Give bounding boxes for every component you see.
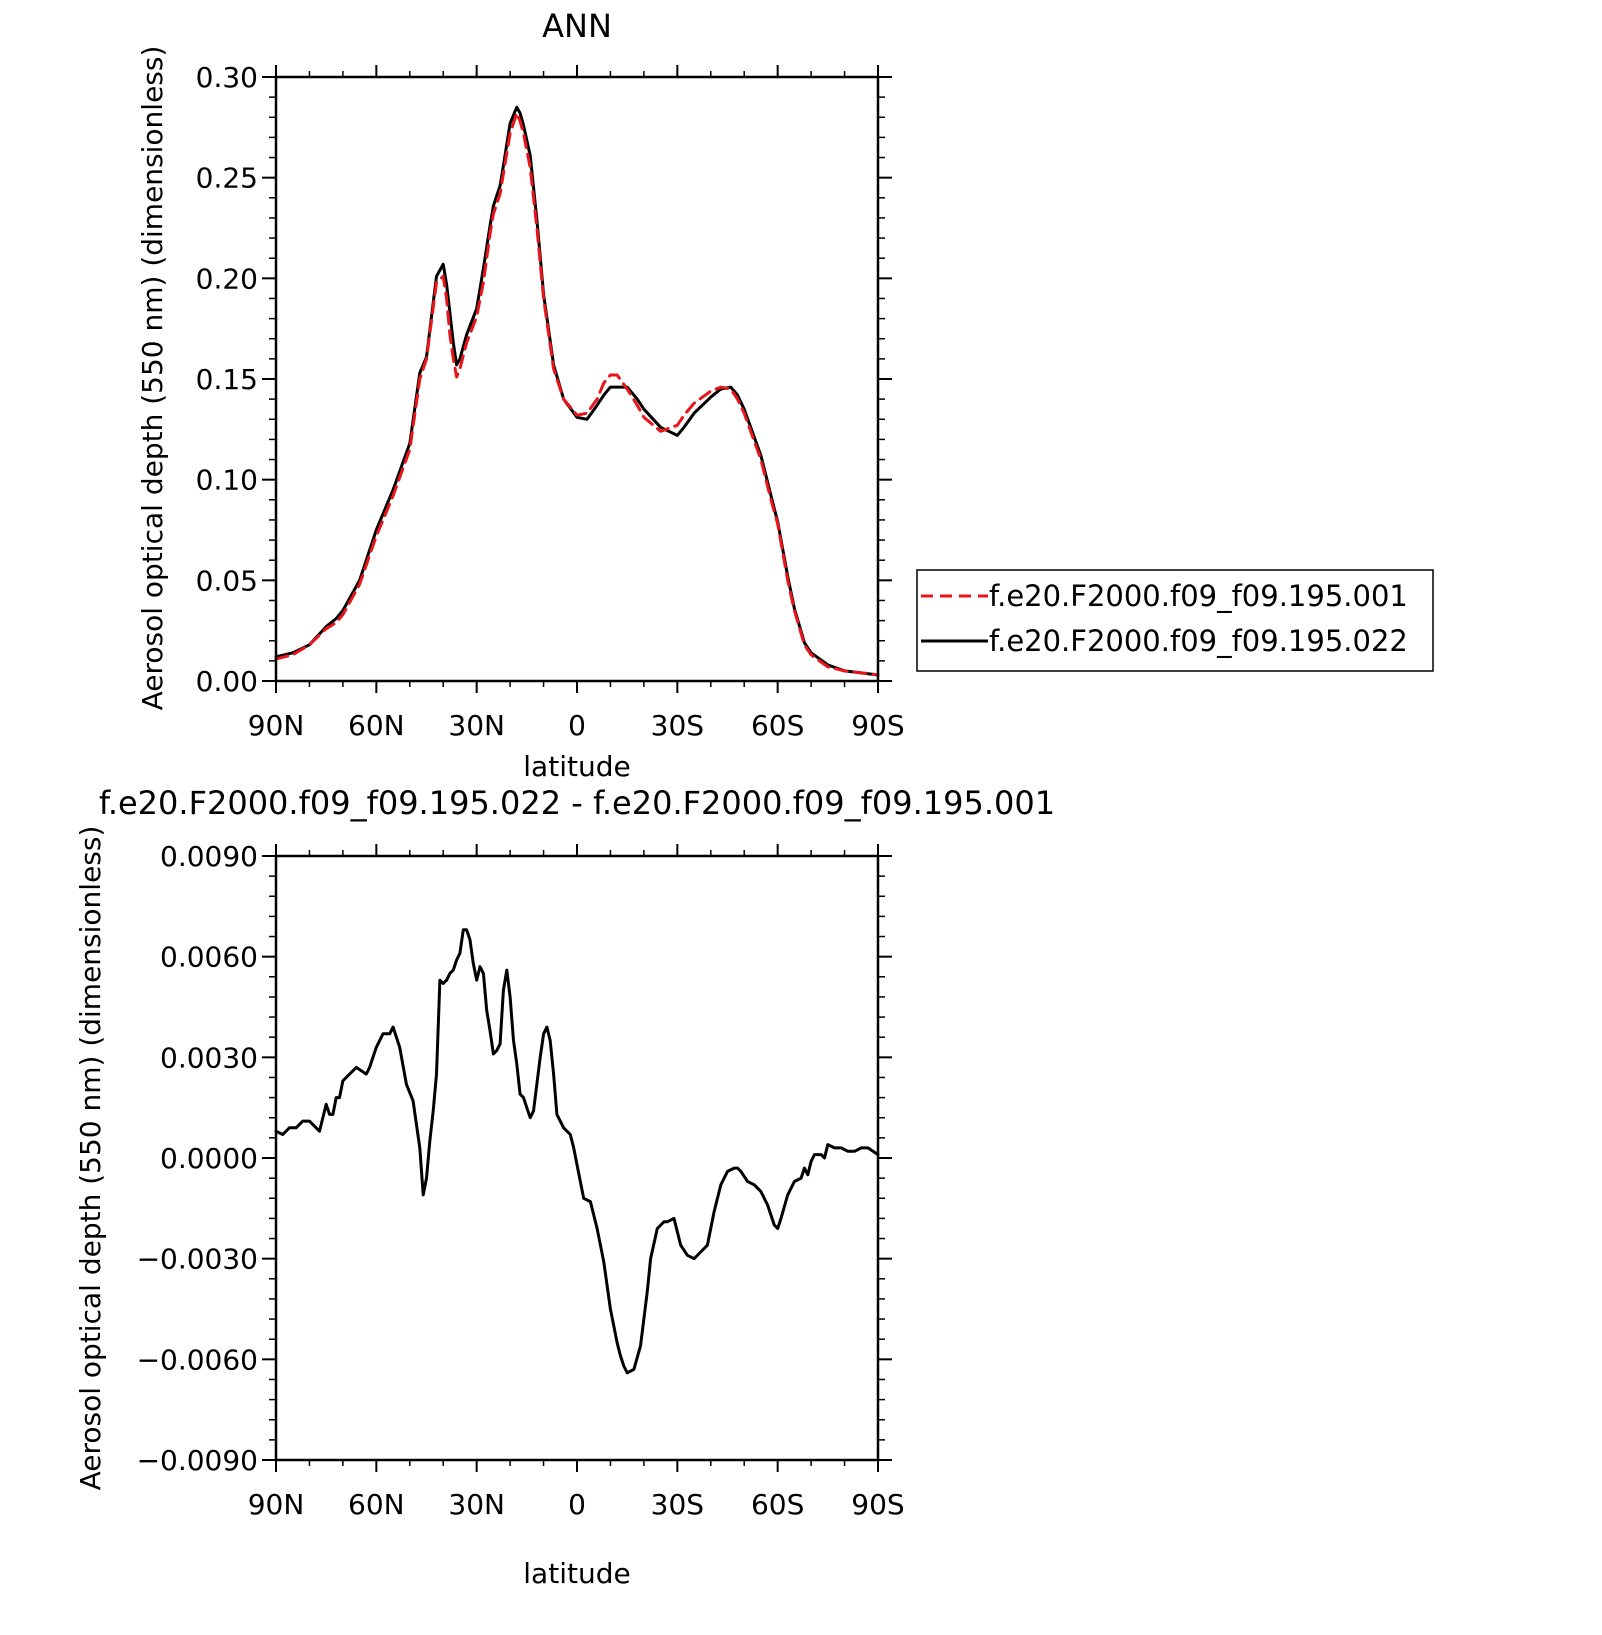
top-xtick-label: 90S: [851, 709, 904, 742]
bottom-plot-frame: [274, 854, 880, 1462]
top-xtick-label: 90N: [248, 709, 305, 742]
top-ytick-label: 0.00: [196, 665, 258, 698]
bottom-xtick-label: 30N: [448, 1488, 505, 1521]
bottom-y-tick-labels: −0.0090 −0.0060 −0.0030 0.0000 0.0030 0.0060 0…: [137, 840, 258, 1477]
bottom-xtick-label: 90N: [248, 1488, 305, 1521]
top-series-line-2: [274, 105, 880, 677]
bottom-y-axis-title: Aerosol optical depth (550 nm) (dimensio…: [74, 826, 107, 1491]
bottom-xtick-label: 30S: [651, 1488, 704, 1521]
bottom-ytick-label: 0.0000: [160, 1142, 258, 1175]
top-chart-title: ANN: [542, 7, 612, 45]
top-plot-frame: [274, 75, 880, 683]
bottom-panel: f.e20.F2000.f09_f09.195.022 - f.e20.F200…: [74, 784, 1055, 1590]
top-xtick-label: 30N: [448, 709, 505, 742]
legend-box: [916, 569, 1434, 672]
legend: f.e20.F2000.f09_f09.195.001 f.e20.F2000.…: [916, 569, 1434, 672]
top-ytick-label: 0.15: [196, 363, 258, 396]
top-series-lines: [274, 105, 880, 677]
top-y-tick-labels: 0.00 0.05 0.10 0.15 0.20 0.25 0.30: [196, 61, 258, 698]
bottom-ytick-label: 0.0090: [160, 840, 258, 873]
top-axis-ticks: [262, 65, 892, 693]
top-ytick-label: 0.10: [196, 464, 258, 497]
top-ytick-label: 0.05: [196, 564, 258, 597]
bottom-x-tick-labels: 90N 60N 30N 0 30S 60S 90S: [248, 1488, 905, 1521]
top-y-axis-title: Aerosol optical depth (550 nm) (dimensio…: [136, 46, 169, 711]
top-ytick-label: 0.20: [196, 262, 258, 295]
top-xtick-label: 0: [568, 709, 586, 742]
bottom-x-axis-title: latitude: [523, 1557, 630, 1590]
top-xtick-label: 60N: [348, 709, 405, 742]
bottom-ytick-label: −0.0030: [137, 1243, 258, 1276]
top-xtick-label: 60S: [751, 709, 804, 742]
bottom-ytick-label: −0.0060: [137, 1343, 258, 1376]
bottom-series-lines: [274, 928, 880, 1375]
top-xtick-label: 30S: [651, 709, 704, 742]
top-ytick-label: 0.25: [196, 162, 258, 195]
bottom-xtick-label: 60S: [751, 1488, 804, 1521]
bottom-ytick-label: −0.0090: [137, 1444, 258, 1477]
bottom-ytick-label: 0.0060: [160, 941, 258, 974]
top-x-tick-labels: 90N 60N 30N 0 30S 60S 90S: [248, 709, 905, 742]
top-panel: ANN Aerosol optical depth (550 nm) (dime…: [136, 7, 1434, 783]
top-ytick-label: 0.30: [196, 61, 258, 94]
legend-label-series-1: f.e20.F2000.f09_f09.195.001: [989, 579, 1408, 613]
bottom-xtick-label: 90S: [851, 1488, 904, 1521]
bottom-series-line-1: [274, 928, 880, 1375]
bottom-chart-title: f.e20.F2000.f09_f09.195.022 - f.e20.F200…: [99, 784, 1055, 822]
bottom-xtick-label: 60N: [348, 1488, 405, 1521]
top-series-line-1: [274, 111, 880, 677]
top-x-axis-title: latitude: [523, 750, 630, 783]
bottom-ytick-label: 0.0030: [160, 1041, 258, 1074]
legend-label-series-2: f.e20.F2000.f09_f09.195.022: [989, 624, 1408, 658]
bottom-xtick-label: 0: [568, 1488, 586, 1521]
